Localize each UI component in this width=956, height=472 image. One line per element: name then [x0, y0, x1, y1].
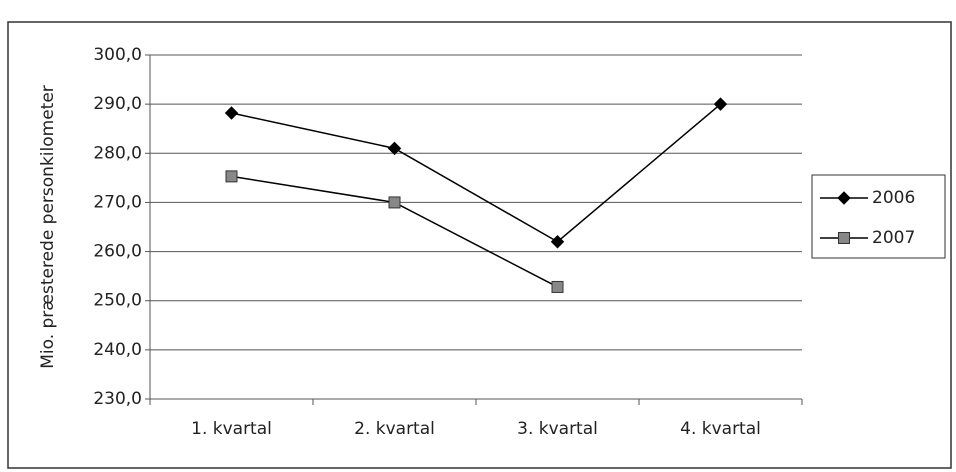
x-tick-label: 1. kvartal [191, 419, 272, 439]
y-tick-label: 250,0 [93, 291, 142, 311]
data-point [387, 141, 402, 156]
y-tick-label: 280,0 [93, 143, 142, 163]
data-point [713, 97, 728, 111]
y-tick-label: 300,0 [93, 45, 142, 65]
chart-frame [7, 21, 952, 469]
x-tick-label: 2. kvartal [354, 419, 435, 439]
legend-marker [838, 232, 850, 244]
legend-label: 2007 [872, 228, 915, 248]
data-point [225, 170, 238, 183]
x-tick-label: 4. kvartal [680, 419, 761, 439]
series-line [231, 103, 721, 243]
legend-marker [837, 191, 851, 205]
data-point [551, 280, 564, 293]
data-point [550, 235, 565, 249]
y-tick-label: 230,0 [93, 389, 142, 409]
x-tick-label: 3. kvartal [517, 419, 598, 439]
y-tick-label: 240,0 [93, 340, 142, 360]
data-point [388, 196, 401, 209]
y-tick-label: 270,0 [93, 192, 142, 212]
y-axis-label: Mio. præsterede personkilometer [38, 85, 58, 369]
y-tick-label: 260,0 [93, 242, 142, 262]
data-point [224, 106, 239, 120]
y-tick-label: 290,0 [93, 94, 142, 114]
legend-box [811, 174, 946, 259]
legend-label: 2006 [872, 188, 915, 208]
